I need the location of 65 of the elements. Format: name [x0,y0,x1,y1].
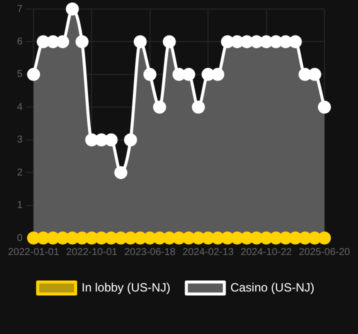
point [143,232,156,244]
point [124,133,138,146]
y-tick-label: 6 [17,36,24,48]
point [143,68,156,81]
point [308,232,322,244]
point [182,68,196,81]
point [46,232,60,244]
point [318,232,331,244]
point [240,232,254,244]
point [56,35,70,48]
point [124,232,138,244]
point [66,232,79,244]
point [153,232,166,244]
point [288,35,302,48]
legend-label: In lobby (US-NJ) [82,280,170,294]
point [66,2,79,16]
y-tick-label: 3 [17,134,24,146]
point [76,35,89,48]
y-tick-label: 1 [17,200,24,212]
y-tick-label: 4 [17,102,24,113]
point [269,232,282,244]
point [298,68,312,81]
y-tick-label: 2 [17,167,24,178]
point [250,232,264,244]
x-tick-label: 2024-10-22 [240,246,292,258]
point [134,232,147,244]
x-tick-label: 2022-01-01 [8,246,60,258]
point [85,133,98,146]
point [260,35,273,48]
point [230,35,244,48]
y-tick-label: 5 [17,69,24,80]
point [288,232,302,244]
point [211,68,224,81]
point [202,68,215,81]
point [172,232,186,244]
point [279,35,292,48]
point [182,232,196,244]
x-tick-label: 2023-06-18 [124,246,176,258]
point [318,100,331,114]
y-tick-label: 7 [17,4,24,15]
point [94,232,108,244]
point [308,68,322,81]
point [162,35,176,48]
point [114,166,128,180]
point [250,35,264,48]
x-tick-label: 2025-06-20 [298,246,350,258]
x-tick-label: 2024-02-13 [182,246,234,258]
legend-label: Casino (US-NJ) [230,280,314,294]
point [76,232,89,244]
point [298,232,312,244]
point [56,232,70,244]
point [104,232,118,244]
point [279,232,292,244]
point [220,232,234,244]
point [230,232,244,244]
point [153,100,166,114]
point [172,68,186,81]
x-tick-label: 2022-10-01 [66,246,118,258]
point [134,35,147,48]
point [192,232,205,244]
point [104,133,118,146]
y-tick-label: 0 [17,232,24,244]
point [192,100,205,114]
point [114,232,128,244]
point [202,232,215,244]
